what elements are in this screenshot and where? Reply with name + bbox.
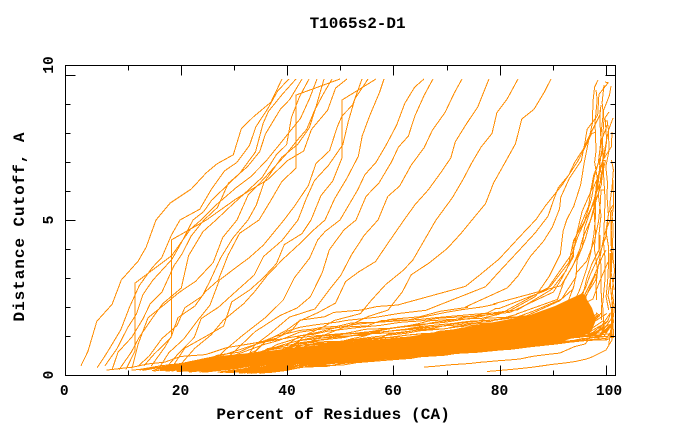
- svg-text:40: 40: [278, 384, 296, 400]
- svg-text:20: 20: [172, 384, 190, 400]
- svg-text:80: 80: [491, 384, 509, 400]
- svg-text:0: 0: [60, 384, 69, 400]
- svg-text:Percent of Residues (CA): Percent of Residues (CA): [216, 406, 450, 424]
- svg-text:10: 10: [42, 56, 58, 74]
- svg-text:5: 5: [42, 216, 58, 225]
- svg-text:60: 60: [384, 384, 402, 400]
- svg-text:0: 0: [42, 371, 58, 380]
- svg-text:Distance Cutoff, A: Distance Cutoff, A: [11, 132, 29, 322]
- svg-text:T1065s2-D1: T1065s2-D1: [310, 15, 406, 33]
- svg-text:100: 100: [596, 384, 622, 400]
